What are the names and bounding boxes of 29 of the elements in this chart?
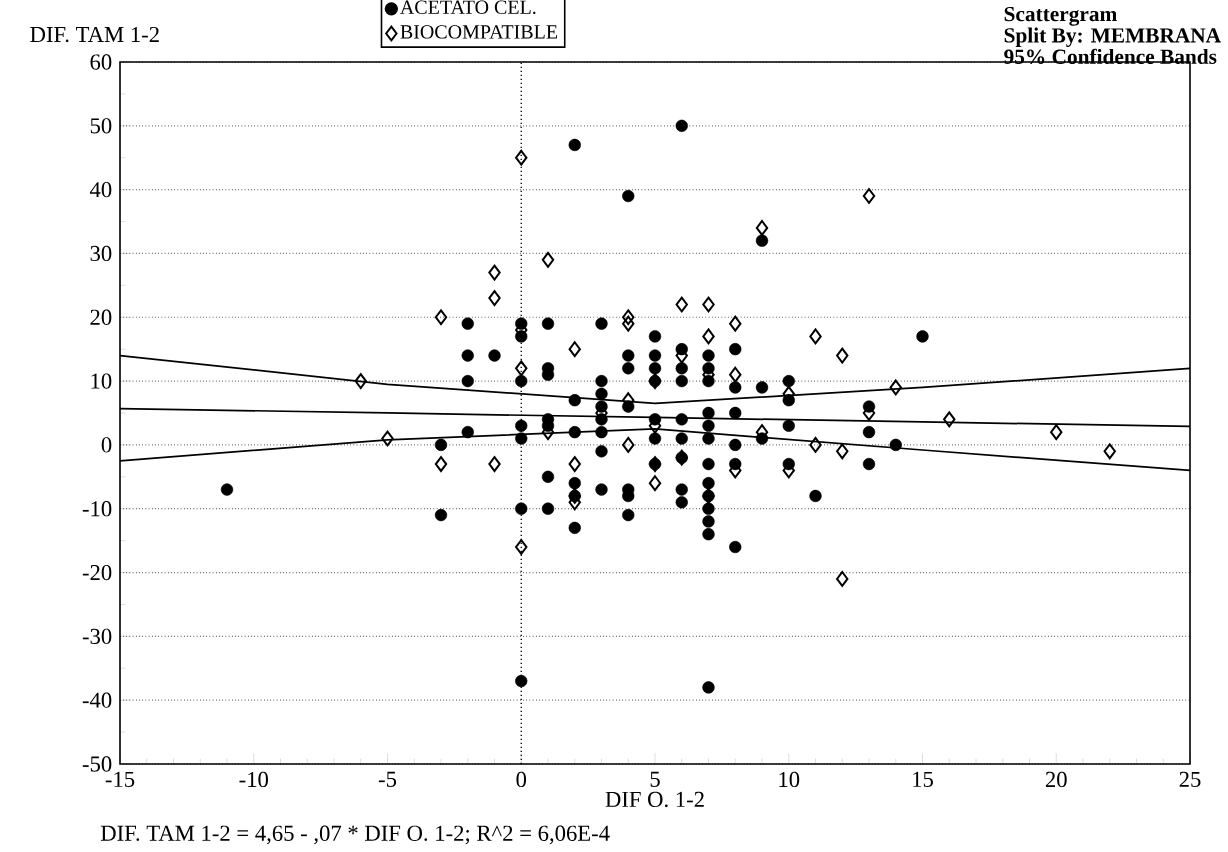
chart-subtitle: Split By: MEMBRANA [1004, 27, 1221, 47]
x-tick-label: -15 [105, 771, 135, 787]
y-tick-label: -20 [82, 564, 112, 581]
x-axis-title: DIF O. 1-2 [605, 791, 704, 808]
text: DIF. TAM 1-2 = 4,65 - ,07 * DIF O. 1-2; R^2 = 6,06E-4 [100, 825, 610, 845]
x-tick-label: 25 [1179, 771, 1201, 788]
y-tick-label: 40 [89, 181, 112, 198]
x-tick-label: 5 [650, 771, 660, 787]
y-tick-label: 60 [90, 54, 112, 70]
y-tick-label: -40 [82, 692, 112, 708]
y-tick-label: 0 [101, 437, 112, 453]
x-tick-label: 10 [779, 771, 800, 788]
x-tick-label: 20 [1045, 771, 1067, 788]
y-tick-label: -50 [82, 756, 112, 772]
y-tick-label: -10 [82, 501, 112, 517]
y-tick-label: 50 [90, 118, 112, 134]
legend-label: BIOCOMPATIBLE [400, 25, 558, 39]
x-tick-label: -5 [378, 771, 397, 787]
y-tick-label: 10 [91, 373, 112, 389]
x-tick-label: 15 [913, 771, 933, 787]
y-axis-title: DIF. TAM 1-2 [30, 26, 159, 43]
x-tick-label: 0 [516, 771, 527, 788]
chart-title: Scattergram [1004, 6, 1117, 26]
annotation: 95% Confidence Bands [1004, 48, 1217, 64]
y-tick-label: -30 [82, 628, 112, 644]
y-tick-label: 20 [90, 309, 112, 325]
y-tick-label: 30 [90, 245, 112, 262]
x-tick-label: -10 [239, 771, 269, 788]
legend-label: ACETATO CEL. [400, 0, 536, 15]
